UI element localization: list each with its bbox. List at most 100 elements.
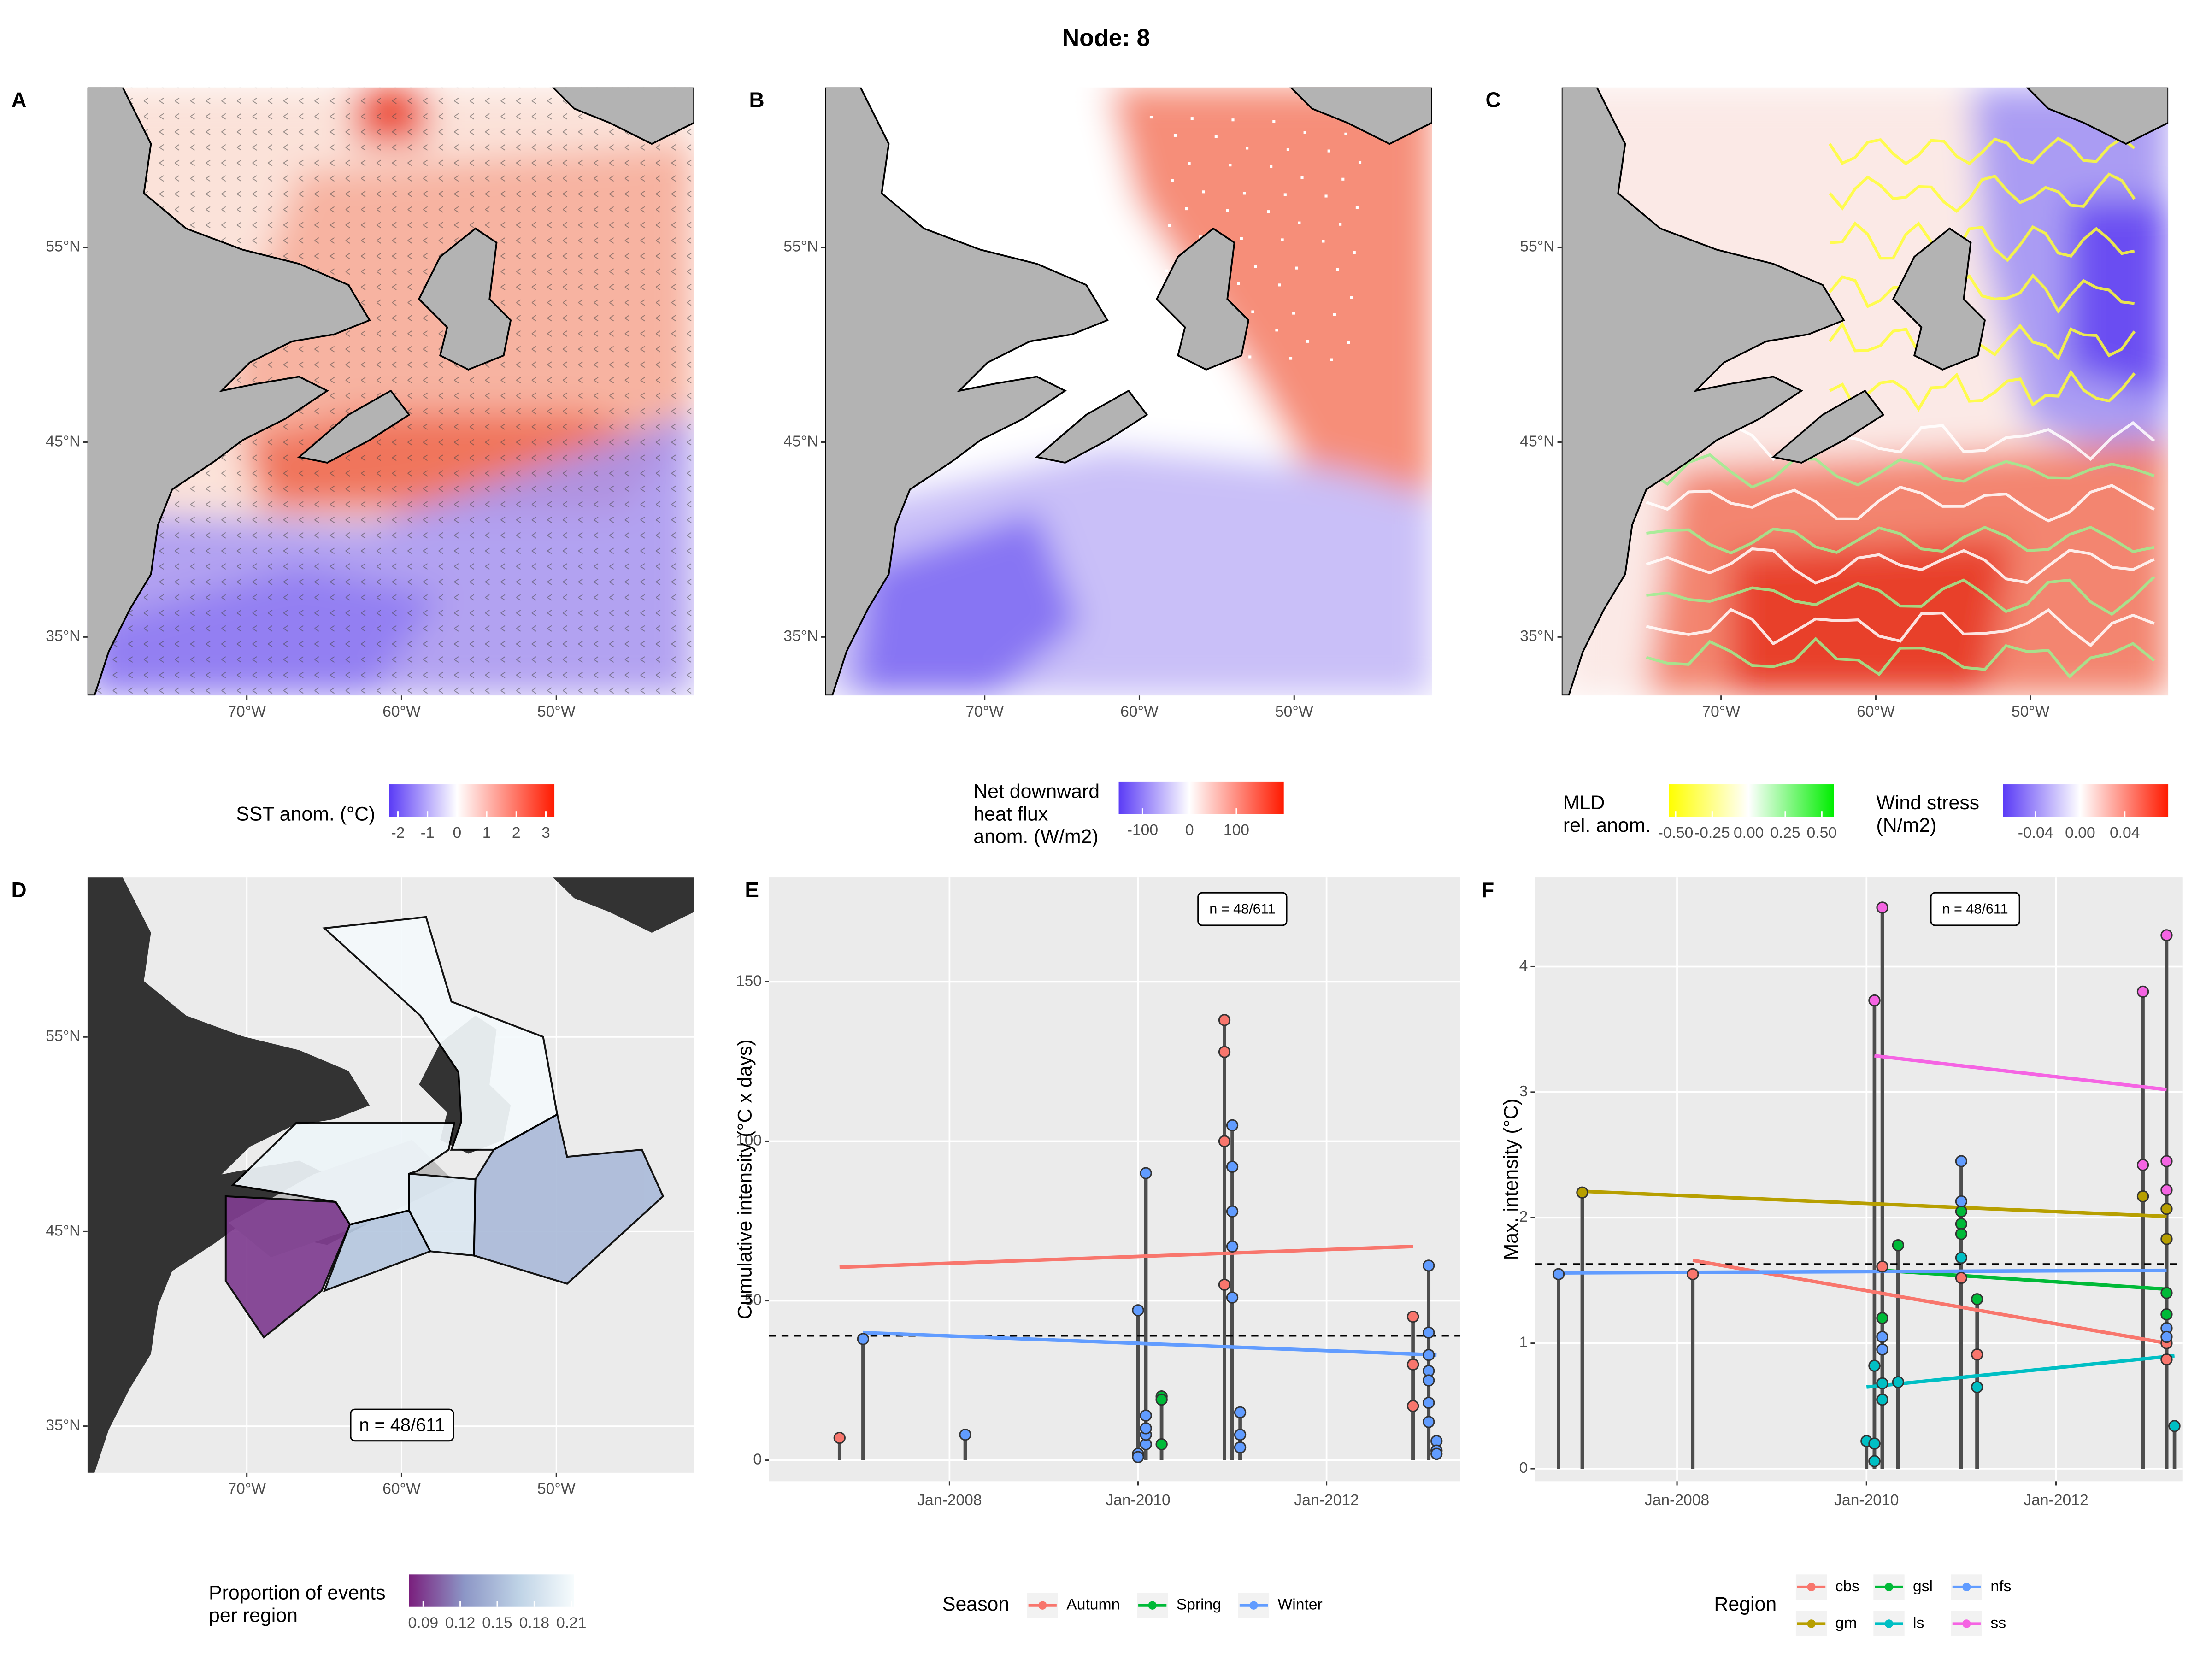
legend-title: Proportion of events <box>209 1582 385 1604</box>
land <box>1892 227 1986 371</box>
point <box>1234 1406 1247 1418</box>
land <box>1561 87 1845 696</box>
annotation-box <box>350 1408 454 1442</box>
map-panel <box>1561 87 2169 696</box>
x-tick-label: 60°W <box>1857 703 1895 720</box>
y-tick-label: 35°N <box>46 1417 80 1434</box>
point <box>1423 1259 1435 1272</box>
y-tick-label: 45°N <box>46 1222 80 1239</box>
y-tick-label: 45°N <box>46 433 80 450</box>
point <box>2136 985 2149 998</box>
land <box>1035 389 1148 464</box>
legend-title: Season <box>942 1593 1009 1615</box>
colorbar-tick-label: -0.25 <box>1694 824 1730 841</box>
annotation: n = 48/611 <box>359 1415 445 1435</box>
stipple <box>1168 224 1171 227</box>
y-tick-label: 50 <box>745 1291 762 1308</box>
legend-label: cbs <box>1835 1578 1859 1595</box>
x-tick-label: 70°W <box>228 1481 266 1498</box>
point <box>1876 1330 1888 1343</box>
x-tick-label: Jan-2008 <box>917 1492 982 1509</box>
stipple <box>1344 132 1347 135</box>
stipple <box>1162 314 1165 318</box>
legend-title: (N/m2) <box>1876 814 1936 836</box>
x-tick-label: 60°W <box>382 1481 421 1498</box>
legend-key-point <box>1249 1601 1258 1610</box>
point <box>1955 1155 1968 1167</box>
y-axis-label: Max. intensity (°C) <box>1500 1099 1522 1260</box>
legend-title: rel. anom. <box>1563 814 1651 836</box>
point <box>1234 1441 1247 1454</box>
trend-line <box>863 1330 1437 1357</box>
stipple <box>1292 312 1295 315</box>
colorbar-tick-label: 100 <box>1224 822 1249 839</box>
point <box>2160 1184 2173 1196</box>
legend-label: ss <box>1990 1614 2006 1631</box>
point <box>2160 929 2173 941</box>
point <box>1892 1376 1905 1388</box>
point <box>1868 994 1881 1007</box>
point <box>1552 1268 1565 1281</box>
y-tick-label: 0 <box>753 1451 762 1468</box>
legend-label: Winter <box>1277 1596 1322 1613</box>
point <box>1226 1205 1239 1218</box>
point <box>1955 1195 1968 1208</box>
point <box>1876 901 1888 914</box>
colorbar <box>409 1574 574 1607</box>
plot-area <box>1535 877 2183 1482</box>
y-tick-label: 150 <box>736 972 762 989</box>
trend-line <box>1558 1268 2167 1275</box>
stipple <box>1231 118 1235 122</box>
stipple <box>1347 341 1350 344</box>
point <box>2160 1330 2173 1343</box>
y-axis-label: Cumulative intensity (°C x days) <box>734 1039 756 1319</box>
stipple <box>1289 357 1293 360</box>
colorbar-tick-label: 0.15 <box>482 1614 512 1631</box>
stipple <box>1335 268 1339 271</box>
contour <box>1829 369 2136 412</box>
colorbar <box>389 784 555 817</box>
colorbar-tick-label: -1 <box>421 824 435 841</box>
stipple <box>1188 162 1191 165</box>
point <box>1955 1271 1968 1284</box>
x-tick-label: 50°W <box>2012 703 2050 720</box>
colorbar-tick-label: -0.50 <box>1658 824 1694 841</box>
land <box>552 87 694 145</box>
x-tick-label: Jan-2012 <box>1294 1492 1359 1509</box>
x-tick-label: Jan-2010 <box>1106 1492 1170 1509</box>
land <box>2026 87 2169 145</box>
y-tick-label: 35°N <box>1520 628 1554 645</box>
trend-line <box>1874 1054 2167 1092</box>
point <box>1423 1349 1435 1361</box>
point <box>1226 1240 1239 1253</box>
panel-letter: A <box>11 88 26 112</box>
y-tick-label: 2 <box>1519 1208 1528 1225</box>
point <box>1155 1393 1168 1406</box>
land <box>418 227 512 371</box>
stipple <box>1353 251 1356 254</box>
stipple <box>1226 209 1229 212</box>
colorbar-tick-label: 0.18 <box>519 1614 550 1631</box>
legend-title: heat flux <box>973 803 1048 825</box>
legend-title: MLD <box>1563 792 1605 814</box>
point <box>2136 1159 2149 1171</box>
point <box>2136 1190 2149 1203</box>
point <box>1955 1228 1968 1240</box>
legend-key-point <box>1148 1601 1157 1610</box>
point <box>1406 1358 1419 1371</box>
panel-letter: E <box>745 878 759 902</box>
panel-letter: B <box>749 88 765 112</box>
point <box>1868 1437 1881 1450</box>
colorbar-tick-label: 0 <box>1185 822 1194 839</box>
y-tick-label: 55°N <box>1520 238 1554 255</box>
x-tick-label: 50°W <box>537 703 576 720</box>
stipple <box>1322 240 1325 243</box>
region <box>230 1122 456 1226</box>
point <box>2160 1155 2173 1167</box>
point <box>1955 1205 1968 1218</box>
panel-letter: F <box>1481 878 1494 902</box>
contour <box>1829 273 2135 314</box>
y-tick-label: 35°N <box>46 628 80 645</box>
